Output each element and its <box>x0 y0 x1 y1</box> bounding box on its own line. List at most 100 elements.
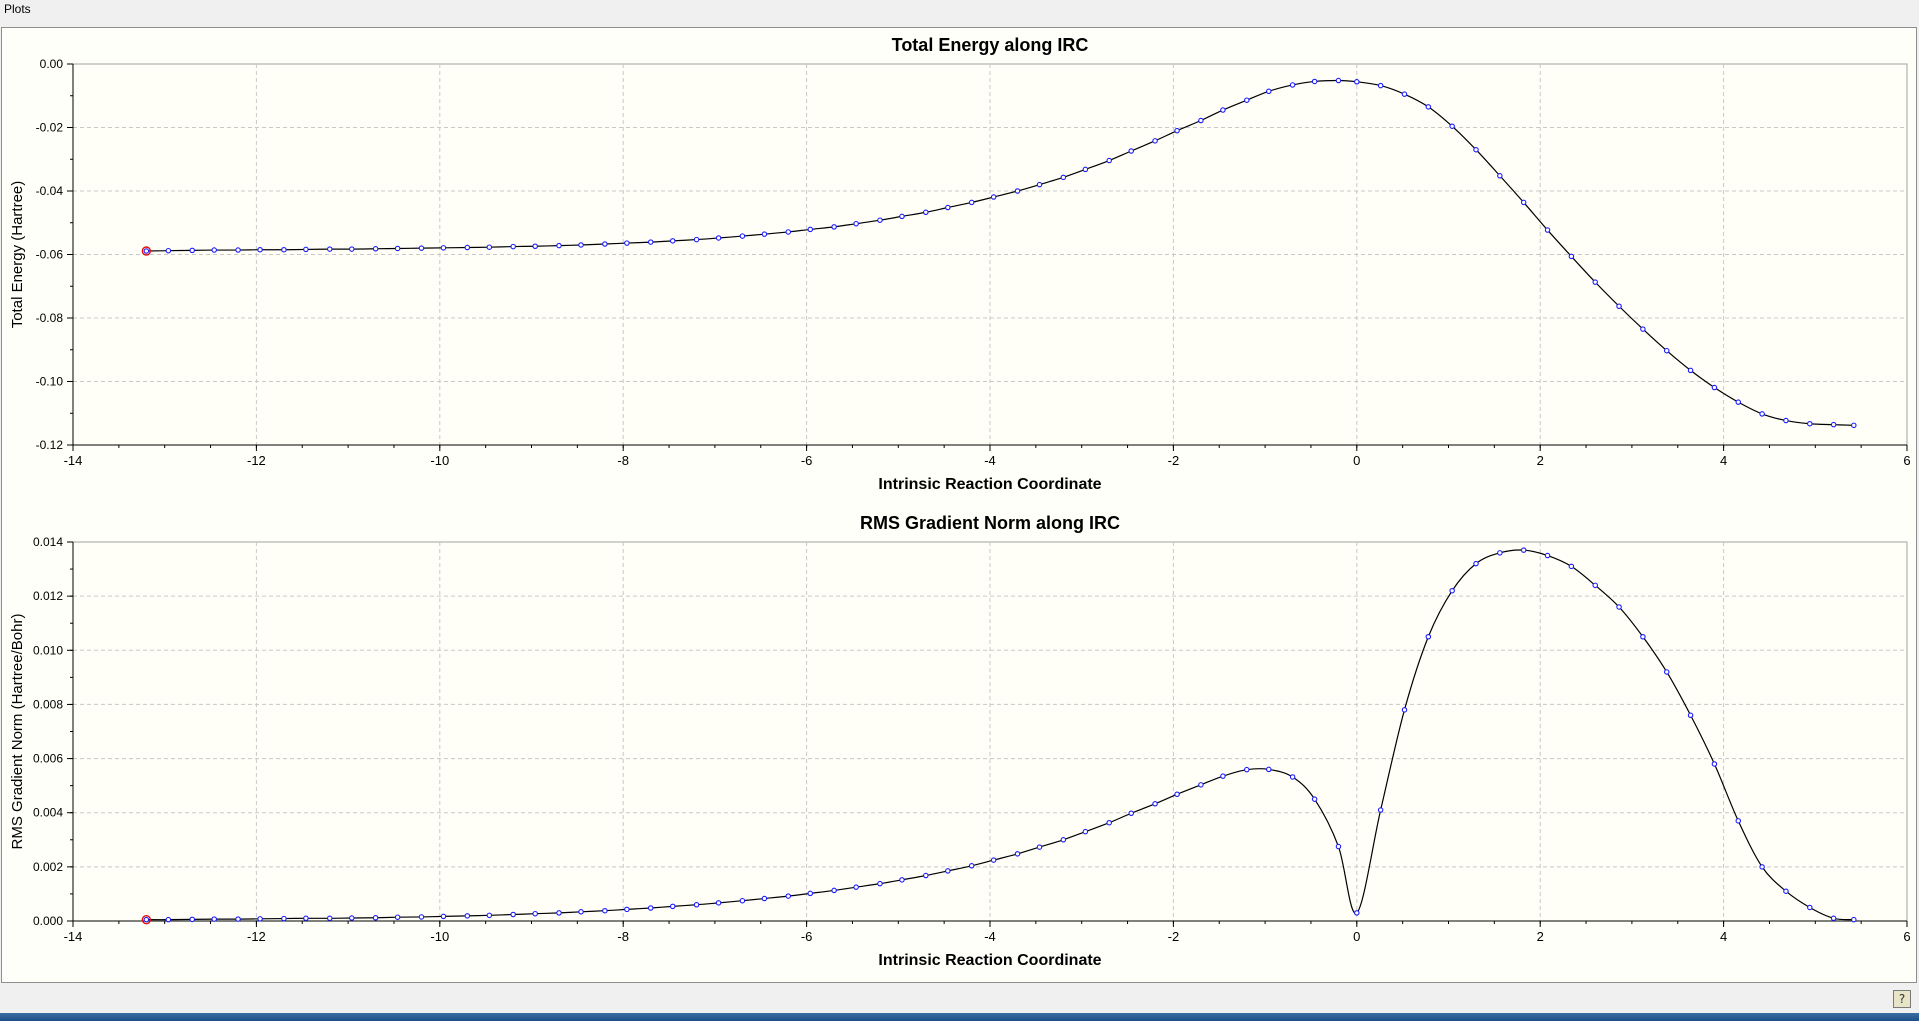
data-point <box>693 902 700 908</box>
window-titlebar: Plots <box>0 0 1919 24</box>
data-point <box>1244 766 1250 773</box>
x-tick-label: 6 <box>1903 453 1910 468</box>
x-tick-label: -10 <box>430 453 449 468</box>
data-point <box>1830 421 1837 428</box>
x-tick-label: 6 <box>1903 929 1910 944</box>
data-point <box>1449 123 1455 129</box>
y-tick-label: -0.06 <box>36 248 64 262</box>
y-tick-label: 0.004 <box>33 806 63 820</box>
data-point <box>418 914 425 920</box>
data-point <box>235 247 241 253</box>
data-point <box>1759 864 1765 870</box>
data-point <box>189 916 195 923</box>
data-point <box>418 245 425 251</box>
data-point <box>990 194 997 200</box>
data-point <box>647 239 654 245</box>
data-point <box>372 915 379 921</box>
data-point <box>877 217 883 223</box>
data-point <box>1060 174 1067 181</box>
x-tick-label: -12 <box>247 453 266 468</box>
x-tick-label: -8 <box>617 453 629 468</box>
x-tick-label: -14 <box>64 929 83 944</box>
data-point <box>669 238 676 244</box>
data-point <box>923 872 929 879</box>
data-point <box>785 229 792 235</box>
data-point <box>1198 117 1204 124</box>
help-icon[interactable]: ? <box>1893 990 1911 1008</box>
data-point <box>281 246 287 253</box>
data-point <box>464 244 471 251</box>
data-point <box>1152 801 1158 807</box>
data-point <box>1106 157 1112 164</box>
data-point <box>1449 587 1455 594</box>
data-point <box>1473 560 1479 567</box>
data-point <box>1759 411 1765 417</box>
x-tick-label: -10 <box>430 929 449 944</box>
data-point <box>189 247 195 254</box>
data-point <box>761 895 768 902</box>
x-tick-label: 4 <box>1720 929 1727 944</box>
chart-2: -14 -12 -10 -8 -6 -4 -2 0 2 4 6 0.014 0.012 0.010 0.00… <box>9 513 1911 969</box>
data-point <box>1377 82 1384 89</box>
data-point <box>1082 828 1089 835</box>
data-point <box>327 246 333 252</box>
data-point <box>1244 97 1250 103</box>
data-point <box>143 248 150 254</box>
data-point <box>739 233 746 239</box>
data-point <box>1640 326 1646 332</box>
y-axis-label: Total Energy (Hartree) <box>9 181 26 329</box>
data-point <box>486 912 493 919</box>
data-point <box>1266 766 1272 773</box>
data-point <box>647 905 654 911</box>
data-point <box>1735 399 1742 405</box>
current-point-marker <box>141 914 152 925</box>
data-point <box>807 890 814 897</box>
data-point <box>1520 199 1527 206</box>
data-point <box>899 877 905 883</box>
data-point <box>486 244 493 250</box>
data-point <box>1401 91 1408 97</box>
chart-1: -14 -12 -10 -8 -6 -4 -2 0 2 4 6 0.00 -0.02 -0.04 -0.06… <box>9 35 1911 493</box>
data-point <box>349 246 355 252</box>
y-tick-label: 0.014 <box>33 535 63 549</box>
data-point <box>532 910 538 917</box>
x-tick-label: -14 <box>64 453 83 468</box>
data-point <box>1520 547 1527 553</box>
y-axis-label: RMS Gradient Norm (Hartree/Bohr) <box>9 614 26 850</box>
data-point <box>327 915 333 922</box>
x-tick-label: -6 <box>801 929 813 944</box>
data-point <box>1544 227 1551 233</box>
data-point <box>556 910 562 916</box>
data-point <box>1497 173 1503 179</box>
data-point <box>715 235 722 241</box>
data-point <box>899 213 905 220</box>
data-point <box>1198 782 1204 788</box>
data-point <box>853 220 859 227</box>
data-point <box>1616 303 1622 310</box>
data-point <box>1616 604 1622 610</box>
x-axis-label: Intrinsic Reaction Coordinate <box>878 952 1101 969</box>
y-tick-label: 0.000 <box>33 914 63 928</box>
data-point <box>1311 796 1318 802</box>
data-point <box>1687 367 1694 374</box>
data-point <box>1807 420 1813 427</box>
x-tick-label: 2 <box>1537 929 1544 944</box>
data-point <box>1592 582 1598 589</box>
x-tick-label: -4 <box>984 453 996 468</box>
data-point <box>807 226 814 233</box>
data-point <box>1425 633 1432 640</box>
y-tick-label: 0.012 <box>33 589 63 603</box>
data-point <box>303 246 309 253</box>
data-point <box>394 245 401 252</box>
data-point <box>510 911 516 918</box>
data-point <box>669 903 676 910</box>
data-point <box>1711 761 1718 767</box>
data-point <box>1220 773 1226 779</box>
data-point <box>1783 417 1789 424</box>
x-axis-label: Intrinsic Reaction Coordinate <box>878 476 1101 493</box>
data-point <box>1152 138 1158 144</box>
data-point <box>1106 819 1112 826</box>
data-point <box>831 887 837 894</box>
data-point <box>877 880 883 887</box>
y-tick-label: 0.00 <box>40 57 64 71</box>
